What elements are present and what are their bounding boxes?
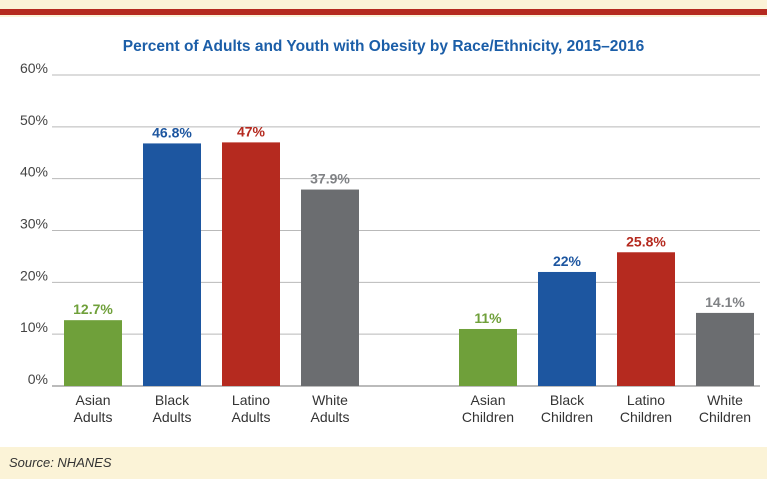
x-tick-label: Latino: [232, 392, 270, 408]
x-tick-label: Black: [550, 392, 585, 408]
x-tick-label: White: [312, 392, 348, 408]
bar: [617, 252, 675, 386]
data-label: 22%: [553, 253, 582, 269]
bar: [143, 143, 201, 386]
bar: [696, 312, 754, 386]
y-tick-label: 40%: [20, 164, 48, 180]
bar: [64, 320, 122, 386]
y-tick-label: 10%: [20, 319, 48, 335]
bar: [459, 328, 517, 386]
x-tick-label: Children: [699, 409, 751, 425]
x-tick-label: Adults: [74, 409, 113, 425]
data-label: 46.8%: [152, 124, 192, 140]
x-tick-label: Asian: [470, 392, 505, 408]
data-label: 37.9%: [310, 171, 350, 187]
x-tick-label: Asian: [75, 392, 110, 408]
x-tick-label: Latino: [627, 392, 665, 408]
y-tick-label: 60%: [20, 60, 48, 76]
x-tick-label: Children: [462, 409, 514, 425]
x-tick-label: Adults: [311, 409, 350, 425]
data-label: 11%: [474, 310, 502, 326]
top-strip: [0, 0, 767, 10]
y-tick-label: 30%: [20, 216, 48, 232]
x-tick-label: Adults: [232, 409, 271, 425]
header-accent-bar: [0, 9, 767, 15]
bar: [538, 271, 596, 386]
x-tick-label: Adults: [153, 409, 192, 425]
data-label: 14.1%: [705, 294, 745, 310]
data-label: 47%: [237, 123, 266, 139]
y-tick-label: 0%: [28, 371, 48, 387]
x-tick-label: Black: [155, 392, 190, 408]
bar: [222, 142, 280, 386]
x-tick-label: White: [707, 392, 743, 408]
data-label: 25.8%: [626, 233, 666, 249]
bar: [301, 189, 359, 386]
y-tick-label: 50%: [20, 112, 48, 128]
y-tick-label: 20%: [20, 267, 48, 283]
chart-title: Percent of Adults and Youth with Obesity…: [122, 38, 645, 55]
source-note: Source: NHANES: [9, 455, 112, 470]
data-label: 12.7%: [73, 301, 113, 317]
x-tick-label: Children: [541, 409, 593, 425]
x-tick-label: Children: [620, 409, 672, 425]
